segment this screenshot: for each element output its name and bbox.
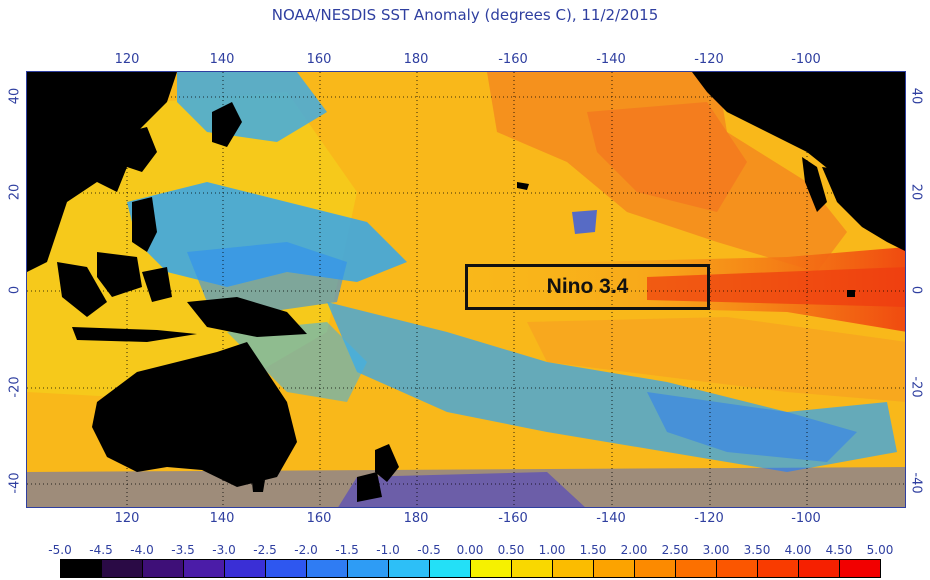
colorbar-label: -5.0 [48,543,72,557]
land-borneo [97,252,142,297]
colorbar-label: 2.00 [620,543,648,557]
right-lat-tick: 20 [908,183,924,201]
colorbar-label: 5.00 [866,543,894,557]
map-title: NOAA/NESDIS SST Anomaly (degrees C), 11/… [271,6,659,24]
land-java [72,327,197,342]
right-lat-tick: 0 [908,285,924,295]
left-lat-tick: 20 [7,183,23,201]
land-australia [92,342,297,487]
bottom-lon-tick: -160 [498,511,528,526]
colorbar-swatch [347,559,389,578]
colorbar-label: 3.50 [743,543,771,557]
land-tasmania [252,480,265,492]
bottom-lon-tick: 180 [403,511,429,526]
nino34-label: Nino 3.4 [546,275,629,298]
warm-anomaly-region [587,102,747,212]
warm-anomaly-region [527,317,905,402]
land-sulawesi [142,267,172,302]
colorbar-label: 4.50 [825,543,853,557]
nino34-region-box: Nino 3.4 [465,264,710,310]
colorbar-swatch [798,559,840,578]
right-lat-tick: 40 [908,87,924,105]
colorbar-swatch [716,559,758,578]
colorbar-swatch [142,559,184,578]
bottom-lon-tick: -120 [694,511,724,526]
land-hawaii [517,182,529,190]
land-galapagos [847,290,855,297]
colorbar-label: -0.5 [417,543,441,557]
colorbar-label: -2.5 [253,543,277,557]
el-nino-tongue [647,267,905,307]
colorbar-swatch [60,559,102,578]
left-lat-tick: -40 [7,472,23,494]
colorbar-swatch [470,559,512,578]
cool-anomaly-region [227,322,367,402]
colorbar-label: -4.5 [89,543,113,557]
sst-anomaly-map: Nino 3.4 [26,71,906,508]
colorbar-swatch [224,559,266,578]
top-lon-tick: -120 [694,52,724,67]
left-lat-tick: -20 [7,376,23,398]
top-lon-tick: 140 [209,52,235,67]
top-lon-tick: 120 [114,52,140,67]
land-philippines [132,197,157,252]
colorbar-swatch [634,559,676,578]
top-lon-tick: -160 [498,52,528,67]
colorbar-label: -4.0 [130,543,154,557]
colorbar-label: -2.0 [294,543,318,557]
top-lon-tick: 160 [306,52,332,67]
colorbar-label: 3.00 [702,543,730,557]
bottom-lon-tick: 120 [114,511,140,526]
map-canvas [27,72,905,507]
left-lat-tick: 40 [7,87,23,105]
colorbar-swatch [306,559,348,578]
colorbar-label: 2.50 [661,543,689,557]
land-new-zealand [375,444,399,482]
left-lat-tick: 0 [7,285,23,295]
colorbar-label: 0.50 [497,543,525,557]
cool-anomaly-region [647,392,857,462]
colorbar-label: 1.00 [538,543,566,557]
colorbar-swatch [183,559,225,578]
land-japan [212,102,242,147]
land-asia [127,127,157,172]
bottom-lon-tick: 160 [306,511,332,526]
cool-anomaly-region [572,210,597,234]
bottom-lon-tick: -100 [791,511,821,526]
colorbar-label: -3.5 [171,543,195,557]
right-lat-tick: -40 [908,472,924,494]
colorbar-swatch [593,559,635,578]
colorbar-swatch [757,559,799,578]
top-lon-tick: -100 [791,52,821,67]
colorbar-label: -1.5 [335,543,359,557]
land-new-zealand [357,472,382,502]
bottom-lon-tick: -140 [596,511,626,526]
colorbar-label: 1.50 [579,543,607,557]
colorbar-label: -3.0 [212,543,236,557]
colorbar-swatch [839,559,881,578]
top-lon-tick: 180 [403,52,429,67]
bottom-lon-tick: 140 [209,511,235,526]
colorbar-swatch [552,559,594,578]
right-lat-tick: -20 [908,376,924,398]
top-lon-tick: -140 [596,52,626,67]
colorbar-label: 4.00 [784,543,812,557]
colorbar-swatch [429,559,471,578]
colorbar-label: -1.0 [376,543,400,557]
colorbar-swatch [101,559,143,578]
colorbar-swatch [511,559,553,578]
colorbar-swatch [265,559,307,578]
colorbar-label: 0.00 [456,543,484,557]
colorbar-swatch [675,559,717,578]
land-indonesia [57,262,107,317]
colorbar-swatch [388,559,430,578]
land-asia [27,72,177,272]
cool-anomaly-region [338,472,585,507]
land-central-america [822,167,905,251]
land-baja [802,157,827,212]
cool-anomaly-region [187,242,347,312]
land-new-guinea [187,297,307,337]
